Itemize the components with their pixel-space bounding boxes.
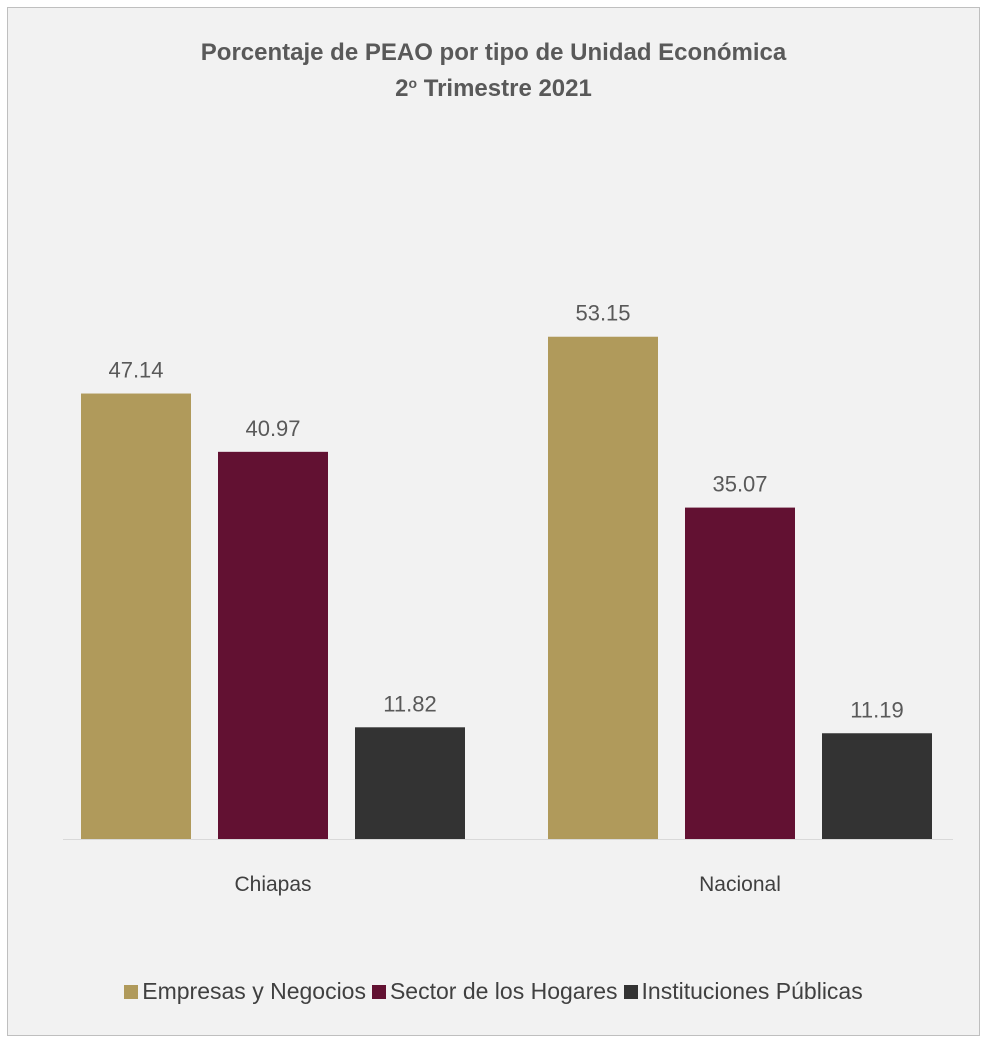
data-label-chiapas-empresas-y-negocios: 47.14 <box>108 358 163 383</box>
legend-label-empresas-y-negocios: Empresas y Negocios <box>142 978 366 1004</box>
bar-chiapas-instituciones-publicas <box>355 727 465 839</box>
bar-nacional-instituciones-publicas <box>822 733 932 839</box>
chart-frame: Porcentaje de PEAO por tipo de Unidad Ec… <box>7 7 980 1036</box>
title-rest: Trimestre 2021 <box>417 75 592 102</box>
category-label-nacional: Nacional <box>699 873 781 896</box>
legend-swatch-sector-de-los-hogares <box>371 984 386 999</box>
bar-nacional-empresas-y-negocios <box>548 336 658 839</box>
bar-nacional-sector-de-los-hogares <box>685 507 795 839</box>
legend-item-instituciones-publicas: Instituciones Públicas <box>623 978 863 1005</box>
data-label-nacional-sector-de-los-hogares: 35.07 <box>712 472 767 497</box>
legend: Empresas y Negocios Sector de los Hogares… <box>8 978 979 1005</box>
data-label-chiapas-instituciones-publicas: 11.82 <box>383 691 436 716</box>
legend-item-sector-de-los-hogares: Sector de los Hogares <box>371 978 618 1005</box>
title-superscript: o <box>408 75 418 91</box>
legend-swatch-empresas-y-negocios <box>124 984 139 999</box>
chart-title-line1: Porcentaje de PEAO por tipo de Unidad Ec… <box>200 39 787 66</box>
legend-swatch-instituciones-publicas <box>623 984 638 999</box>
legend-label-sector-de-los-hogares: Sector de los Hogares <box>389 978 618 1004</box>
bar-chiapas-empresas-y-negocios <box>81 393 191 839</box>
title-number: 2 <box>395 75 409 102</box>
data-label-nacional-instituciones-publicas: 11.19 <box>850 697 903 722</box>
legend-label-instituciones-publicas: Instituciones Públicas <box>641 978 863 1004</box>
data-label-nacional-empresas-y-negocios: 53.15 <box>575 301 630 326</box>
bar-plot: 47.14 40.97 11.82 Chiapas 53.15 35.07 11.19 Nac… <box>63 301 953 896</box>
bar-chiapas-sector-de-los-hogares <box>218 451 328 839</box>
data-label-chiapas-sector-de-los-hogares: 40.97 <box>245 416 300 441</box>
chart-title-line2: 2o Trimestre 2021 <box>8 68 979 104</box>
legend-item-empresas-y-negocios: Empresas y Negocios <box>124 978 366 1005</box>
chart-title: Porcentaje de PEAO por tipo de Unidad Ec… <box>8 38 979 104</box>
category-label-chiapas: Chiapas <box>234 873 311 896</box>
